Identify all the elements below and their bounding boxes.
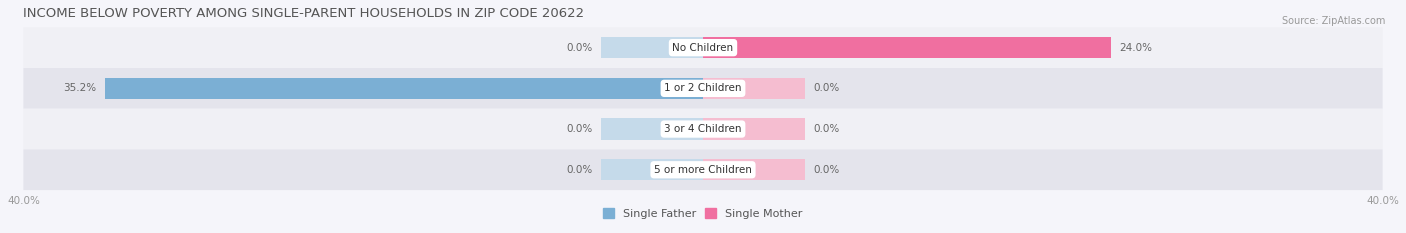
Text: INCOME BELOW POVERTY AMONG SINGLE-PARENT HOUSEHOLDS IN ZIP CODE 20622: INCOME BELOW POVERTY AMONG SINGLE-PARENT… — [24, 7, 585, 20]
FancyBboxPatch shape — [24, 149, 1382, 190]
Text: 0.0%: 0.0% — [814, 83, 839, 93]
Text: No Children: No Children — [672, 43, 734, 53]
Text: 0.0%: 0.0% — [567, 165, 592, 175]
Text: 5 or more Children: 5 or more Children — [654, 165, 752, 175]
Bar — [703, 37, 806, 58]
Bar — [600, 37, 703, 58]
Text: 0.0%: 0.0% — [814, 124, 839, 134]
Bar — [703, 78, 806, 99]
Bar — [703, 37, 1111, 58]
Bar — [703, 159, 806, 180]
Text: 35.2%: 35.2% — [63, 83, 97, 93]
Text: 3 or 4 Children: 3 or 4 Children — [664, 124, 742, 134]
Text: 0.0%: 0.0% — [567, 43, 592, 53]
Bar — [105, 78, 703, 99]
Bar — [600, 118, 703, 140]
FancyBboxPatch shape — [24, 68, 1382, 109]
Text: 1 or 2 Children: 1 or 2 Children — [664, 83, 742, 93]
Text: 0.0%: 0.0% — [814, 165, 839, 175]
Bar — [600, 159, 703, 180]
FancyBboxPatch shape — [24, 27, 1382, 68]
Bar — [600, 78, 703, 99]
FancyBboxPatch shape — [24, 109, 1382, 149]
Text: 0.0%: 0.0% — [567, 124, 592, 134]
Text: Source: ZipAtlas.com: Source: ZipAtlas.com — [1281, 16, 1385, 26]
Bar — [703, 118, 806, 140]
Legend: Single Father, Single Mother: Single Father, Single Mother — [599, 204, 807, 223]
Text: 24.0%: 24.0% — [1119, 43, 1153, 53]
